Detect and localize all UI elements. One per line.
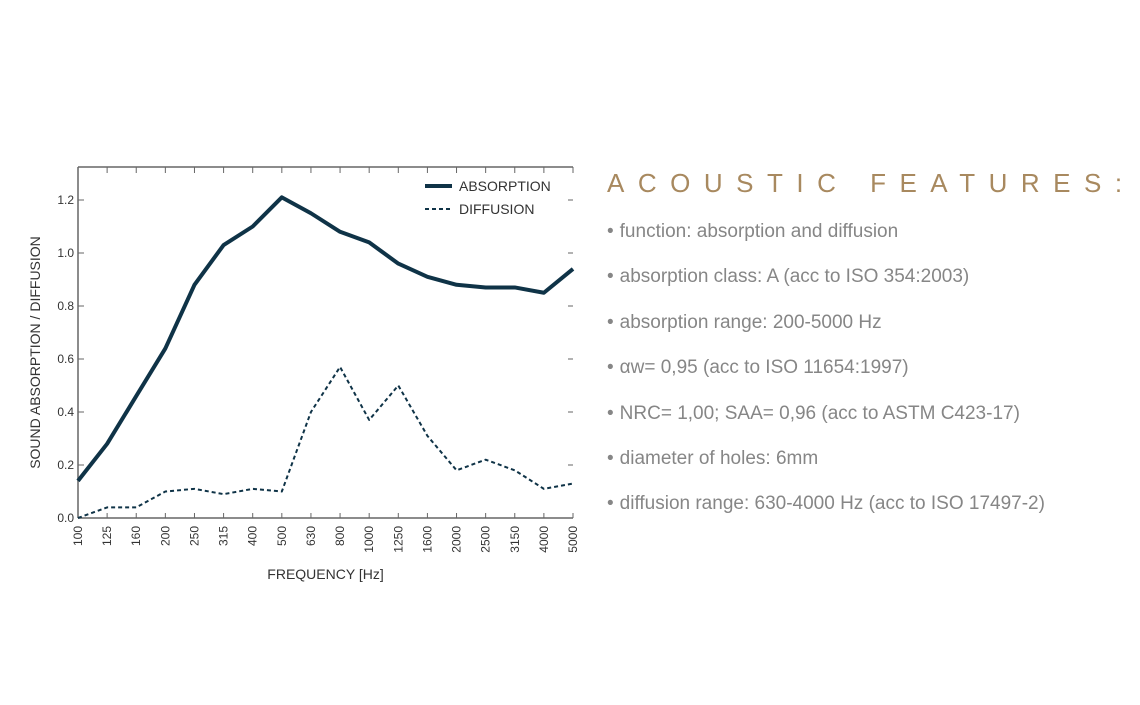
feature-item: • NRC= 1,00; SAA= 0,96 (acc to ASTM C423-… xyxy=(607,403,1127,448)
x-tick-label: 5000 xyxy=(566,526,580,553)
bullet-icon: • xyxy=(607,357,614,379)
x-tick-label: 160 xyxy=(129,526,143,546)
series-line-diffusion xyxy=(77,365,574,519)
x-tick-label: 3150 xyxy=(508,526,522,553)
legend-label: DIFFUSION xyxy=(459,201,534,217)
x-tick-label: 2500 xyxy=(479,526,493,553)
feature-item: • function: absorption and diffusion xyxy=(607,221,1127,266)
feature-text: absorption range: 200-5000 Hz xyxy=(619,311,882,333)
legend-label: ABSORPTION xyxy=(459,178,551,194)
feature-item: • absorption range: 200-5000 Hz xyxy=(607,312,1127,357)
y-tick-label: 0.0 xyxy=(57,511,74,525)
y-tick-label: 1.2 xyxy=(57,193,74,207)
y-tick-label: 0.2 xyxy=(57,458,74,472)
x-tick-label: 1000 xyxy=(362,526,376,553)
features-panel: ACOUSTIC FEATURES: • function: absorption… xyxy=(607,168,1127,539)
x-tick-label: 1600 xyxy=(420,526,434,553)
x-tick-label: 125 xyxy=(100,526,114,546)
x-tick-label: 250 xyxy=(187,526,201,546)
feature-item: • diameter of holes: 6mm xyxy=(607,448,1127,493)
x-tick-label: 2000 xyxy=(450,526,464,553)
series-line-absorption xyxy=(76,195,575,483)
bullet-icon: • xyxy=(607,311,614,333)
bullet-icon: • xyxy=(607,221,614,242)
bullet-icon: • xyxy=(607,266,614,288)
bullet-icon: • xyxy=(607,402,614,424)
feature-text: αw= 0,95 (acc to ISO 11654:1997) xyxy=(619,357,909,379)
features-title: ACOUSTIC FEATURES: xyxy=(607,168,1136,198)
x-tick-label: 400 xyxy=(246,526,260,546)
feature-text: NRC= 1,00; SAA= 0,96 (acc to ASTM C423-1… xyxy=(619,402,1020,424)
x-tick-label: 800 xyxy=(333,526,347,546)
feature-item: • αw= 0,95 (acc to ISO 11654:1997) xyxy=(607,357,1127,402)
feature-item: • diffusion range: 630-4000 Hz (acc to IS… xyxy=(607,493,1127,538)
y-tick-label: 0.6 xyxy=(57,352,74,366)
feature-text: diameter of holes: 6mm xyxy=(619,447,819,469)
feature-text: function: absorption and diffusion xyxy=(619,221,899,242)
bullet-icon: • xyxy=(607,447,614,469)
y-axis-label: SOUND ABSORPTION / DIFFUSION xyxy=(27,236,43,469)
feature-text: absorption class: A (acc to ISO 354:2003… xyxy=(619,266,970,288)
y-tick-label: 1.0 xyxy=(57,246,74,260)
acoustic-chart: 100 125 160 200 250 315 400 500 630 800 1000 1250 16… xyxy=(27,166,580,582)
y-tick-label: 0.4 xyxy=(57,405,74,419)
x-tick-label: 500 xyxy=(275,526,289,546)
features-list: • function: absorption and diffusion • abso… xyxy=(607,221,1127,539)
feature-text: diffusion range: 630-4000 Hz (acc to ISO… xyxy=(619,493,1045,515)
bullet-icon: • xyxy=(607,493,614,515)
x-tick-label: 4000 xyxy=(537,526,551,553)
x-axis-label: FREQUENCY [Hz] xyxy=(267,566,383,582)
x-tick-label: 1250 xyxy=(391,526,405,553)
x-tick-label: 200 xyxy=(158,526,172,546)
feature-item: • absorption class: A (acc to ISO 354:200… xyxy=(607,266,1127,311)
y-tick-label: 0.8 xyxy=(57,299,74,313)
x-tick-label: 630 xyxy=(304,526,318,546)
x-tick-label: 100 xyxy=(71,526,85,546)
x-tick-label: 315 xyxy=(217,526,231,546)
